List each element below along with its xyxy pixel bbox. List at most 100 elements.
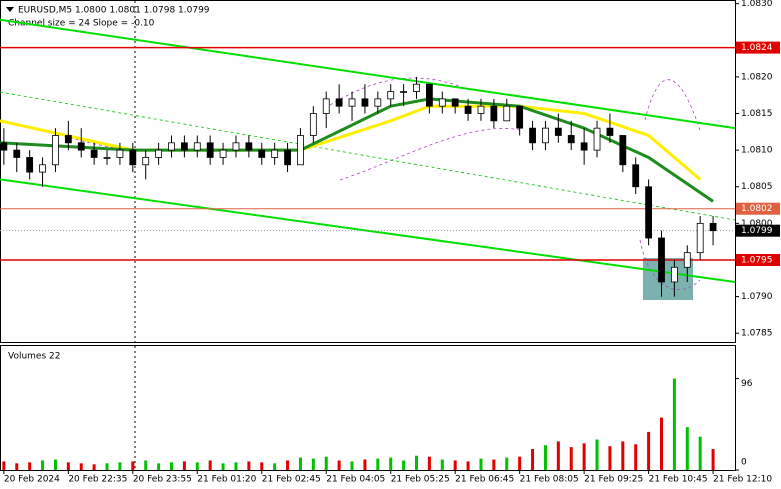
volume-bar bbox=[479, 458, 483, 470]
volume-bar bbox=[376, 458, 380, 470]
level-label-box bbox=[736, 202, 780, 215]
volume-bar bbox=[28, 462, 32, 470]
candle-body bbox=[13, 149, 21, 158]
volume-bar bbox=[621, 441, 625, 470]
candle-body bbox=[90, 149, 98, 158]
candle-body bbox=[348, 98, 356, 107]
candle-body bbox=[516, 105, 524, 129]
chart-subtitle: Channel size = 24 Slope = -0.10 bbox=[8, 19, 155, 29]
candle-body bbox=[477, 105, 485, 114]
volume-bar bbox=[298, 457, 302, 470]
volume-bar bbox=[711, 449, 715, 470]
x-tick-label: 21 Feb 10:45 bbox=[649, 475, 708, 485]
volume-bar bbox=[324, 456, 328, 470]
x-tick-label: 21 Feb 08:05 bbox=[520, 475, 579, 485]
volume-bar bbox=[260, 462, 264, 470]
candle-body bbox=[232, 142, 240, 151]
candle-body bbox=[619, 135, 627, 166]
volume-bar bbox=[582, 443, 586, 470]
candle-body bbox=[709, 222, 717, 232]
candle-body bbox=[542, 127, 549, 144]
x-tick-label: 21 Feb 04:05 bbox=[326, 475, 385, 485]
envelope bbox=[0, 77, 701, 290]
volume-bar bbox=[453, 460, 457, 470]
volume-bar bbox=[247, 461, 251, 470]
x-tick-label: 20 Feb 22:35 bbox=[68, 475, 127, 485]
level-label: 1.0795 bbox=[741, 255, 773, 265]
volume-bar bbox=[518, 456, 522, 470]
volume-bar bbox=[466, 461, 470, 470]
x-tick-label: 21 Feb 12:10 bbox=[713, 475, 772, 485]
volume-bar bbox=[208, 460, 212, 470]
volume-bar bbox=[118, 462, 122, 470]
volume-bar bbox=[221, 463, 225, 470]
volume-bar bbox=[105, 463, 109, 470]
volume-bar bbox=[556, 441, 560, 470]
y-tick-label: 1.0800 bbox=[741, 219, 773, 229]
candle-body bbox=[413, 83, 420, 92]
candle-body bbox=[284, 149, 291, 166]
candle-body bbox=[645, 186, 653, 239]
volume-bar bbox=[660, 417, 663, 470]
volume-bar bbox=[685, 427, 689, 470]
candle-body bbox=[219, 149, 227, 158]
candle-body bbox=[193, 142, 201, 151]
volume-bar bbox=[311, 458, 315, 470]
candle-body bbox=[696, 222, 704, 254]
candle-body bbox=[670, 266, 678, 283]
level-label: 1.0802 bbox=[741, 204, 773, 214]
candle-body bbox=[322, 98, 330, 114]
current-price-label: 1.0799 bbox=[741, 226, 773, 236]
candle-body bbox=[116, 149, 124, 158]
price-panel bbox=[0, 0, 736, 343]
volume-bar bbox=[157, 463, 161, 470]
y-tick-label: 1.0820 bbox=[741, 72, 773, 82]
volume-bar bbox=[492, 459, 496, 470]
volume-bar bbox=[144, 460, 148, 470]
channel-mid bbox=[0, 91, 736, 221]
volume-bar bbox=[569, 447, 573, 470]
candle-body bbox=[361, 98, 369, 107]
candle-body bbox=[451, 98, 459, 107]
volume-bar bbox=[350, 461, 354, 470]
volume-bar bbox=[286, 460, 290, 470]
candle-body bbox=[142, 157, 150, 166]
candle-body bbox=[400, 91, 408, 93]
volume-bar bbox=[595, 439, 599, 470]
volume-bar bbox=[402, 460, 406, 470]
y-tick-label: 96 bbox=[741, 379, 753, 389]
volume-bar bbox=[647, 431, 651, 470]
volume-bar bbox=[2, 461, 6, 470]
y-tick-label: 1.0805 bbox=[741, 182, 773, 192]
volume-panel bbox=[0, 345, 736, 471]
candle-body bbox=[64, 135, 72, 144]
volume-bar bbox=[363, 459, 367, 470]
candle-body bbox=[26, 157, 34, 173]
volume-bar bbox=[79, 463, 83, 470]
candle-body bbox=[425, 83, 433, 107]
volume-bar bbox=[131, 461, 135, 470]
x-tick-label: 20 Feb 23:55 bbox=[133, 475, 192, 485]
candle-body bbox=[632, 164, 640, 188]
indicator-line bbox=[0, 178, 736, 283]
y-tick-label: 1.0785 bbox=[741, 329, 773, 339]
chart-title: EURUSD,M5 1.0800 1.0801 1.0798 1.0799 bbox=[18, 6, 210, 16]
volume-bar bbox=[53, 459, 57, 470]
volume-bar bbox=[608, 446, 612, 470]
candle-body bbox=[658, 237, 665, 283]
volume-bar bbox=[440, 459, 444, 470]
candle-body bbox=[567, 135, 575, 144]
volume-bar bbox=[531, 449, 535, 470]
candle-body bbox=[580, 142, 588, 151]
y-tick-label: 1.0790 bbox=[741, 292, 773, 302]
volume-bar bbox=[698, 436, 702, 470]
candle-body bbox=[39, 164, 46, 173]
volume-bar bbox=[170, 462, 173, 470]
candle-body bbox=[180, 142, 188, 151]
candle-body bbox=[297, 135, 304, 166]
candle-body bbox=[155, 149, 163, 158]
candle-body bbox=[335, 98, 343, 107]
volume-bar bbox=[15, 463, 19, 470]
candle-body bbox=[374, 98, 382, 107]
